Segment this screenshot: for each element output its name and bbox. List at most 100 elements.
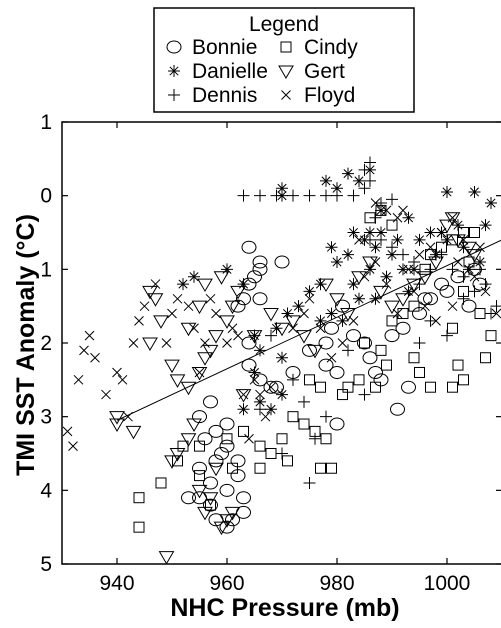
point-danielle [375, 226, 387, 239]
point-dennis [358, 388, 371, 401]
point-floyd [150, 279, 161, 289]
point-danielle [424, 226, 437, 239]
point-danielle [276, 388, 288, 401]
point-floyd [222, 338, 232, 348]
point-danielle [276, 182, 288, 195]
point-bonnie [192, 461, 207, 475]
point-floyd [288, 323, 298, 334]
point-bonnie [252, 262, 268, 276]
point-cindy [452, 359, 464, 371]
point-floyd [299, 308, 309, 319]
point-floyd [139, 301, 150, 312]
point-floyd [326, 352, 337, 363]
point-floyd [354, 235, 364, 245]
legend-label: Gert [304, 60, 345, 83]
point-floyd [469, 271, 480, 282]
point-bonnie [302, 343, 317, 357]
points-layer [62, 156, 501, 564]
point-danielle [463, 263, 475, 276]
point-dennis [457, 292, 470, 305]
point-dennis [375, 233, 387, 246]
legend-entries: Bonnie Cindy Danielle Gert Dennis Floyd [166, 36, 358, 107]
point-dennis [358, 163, 371, 176]
point-dennis [347, 189, 360, 202]
point-cindy [408, 352, 420, 364]
point-danielle [331, 255, 343, 268]
point-gert [169, 374, 186, 388]
point-gert [428, 256, 444, 270]
legend-entry-bonnie: Bonnie [166, 36, 257, 59]
point-floyd [370, 198, 381, 208]
point-danielle [380, 270, 393, 283]
point-gert [219, 514, 235, 528]
point-floyd [260, 411, 271, 422]
point-floyd [128, 338, 139, 348]
point-dennis [468, 285, 481, 298]
point-gert [142, 285, 158, 300]
point-danielle [474, 255, 486, 268]
point-danielle [402, 285, 415, 298]
point-floyd [194, 367, 205, 378]
point-danielle [320, 174, 332, 187]
point-bonnie [423, 292, 438, 306]
point-bonnie [219, 417, 235, 431]
point-danielle [270, 322, 283, 335]
point-dennis [408, 255, 420, 268]
point-gert [164, 455, 180, 469]
point-floyd [172, 293, 183, 304]
point-dennis [386, 193, 398, 206]
point-gert [263, 308, 279, 322]
point-floyd [392, 212, 403, 223]
point-bonnie [214, 447, 229, 460]
point-danielle [452, 219, 464, 232]
point-gert [219, 315, 235, 329]
point-danielle [325, 241, 338, 254]
point-gert [384, 300, 400, 315]
point-dennis [254, 403, 266, 416]
point-cindy [370, 381, 381, 393]
point-dennis [397, 248, 409, 261]
y-tick-label: 5 [40, 553, 52, 576]
point-bonnie [181, 491, 196, 505]
point-gert [351, 271, 367, 285]
point-gert [208, 330, 224, 344]
point-floyd [112, 367, 122, 378]
point-gert [406, 278, 422, 293]
point-cindy [447, 381, 458, 393]
point-dennis [364, 233, 376, 246]
point-bonnie [219, 520, 235, 534]
point-floyd [62, 426, 73, 437]
point-floyd [90, 352, 100, 363]
point-gert [109, 418, 125, 433]
fit-line-layer [116, 239, 501, 421]
point-danielle [391, 233, 404, 246]
x-tick-label: 960 [209, 572, 244, 595]
point-dennis [265, 329, 277, 342]
point-cindy [447, 322, 458, 334]
point-bonnie [269, 380, 284, 394]
legend-box [153, 7, 415, 113]
point-gert [362, 256, 378, 270]
point-gert [169, 448, 186, 462]
point-dennis [342, 344, 354, 357]
y-axis-title: TMI SST Anomaly (°C) [12, 214, 40, 476]
point-dennis [441, 329, 453, 342]
point-bonnie [203, 395, 218, 409]
point-gert [180, 322, 197, 337]
y-axis: 1 0 1 2 3 4 5 [40, 111, 501, 576]
point-bonnie [384, 329, 400, 343]
point-danielle [292, 300, 305, 313]
point-dennis [364, 174, 376, 187]
point-dennis [424, 314, 437, 327]
point-floyd [414, 249, 425, 260]
point-dennis [237, 189, 250, 202]
point-dennis [298, 395, 310, 408]
point-dennis [254, 189, 266, 202]
point-floyd [475, 242, 485, 253]
point-dennis [287, 373, 299, 386]
point-floyd [205, 293, 216, 304]
point-bonnie [225, 513, 240, 527]
point-danielle [177, 278, 189, 291]
point-dennis [303, 189, 316, 202]
point-bonnie [401, 380, 416, 394]
